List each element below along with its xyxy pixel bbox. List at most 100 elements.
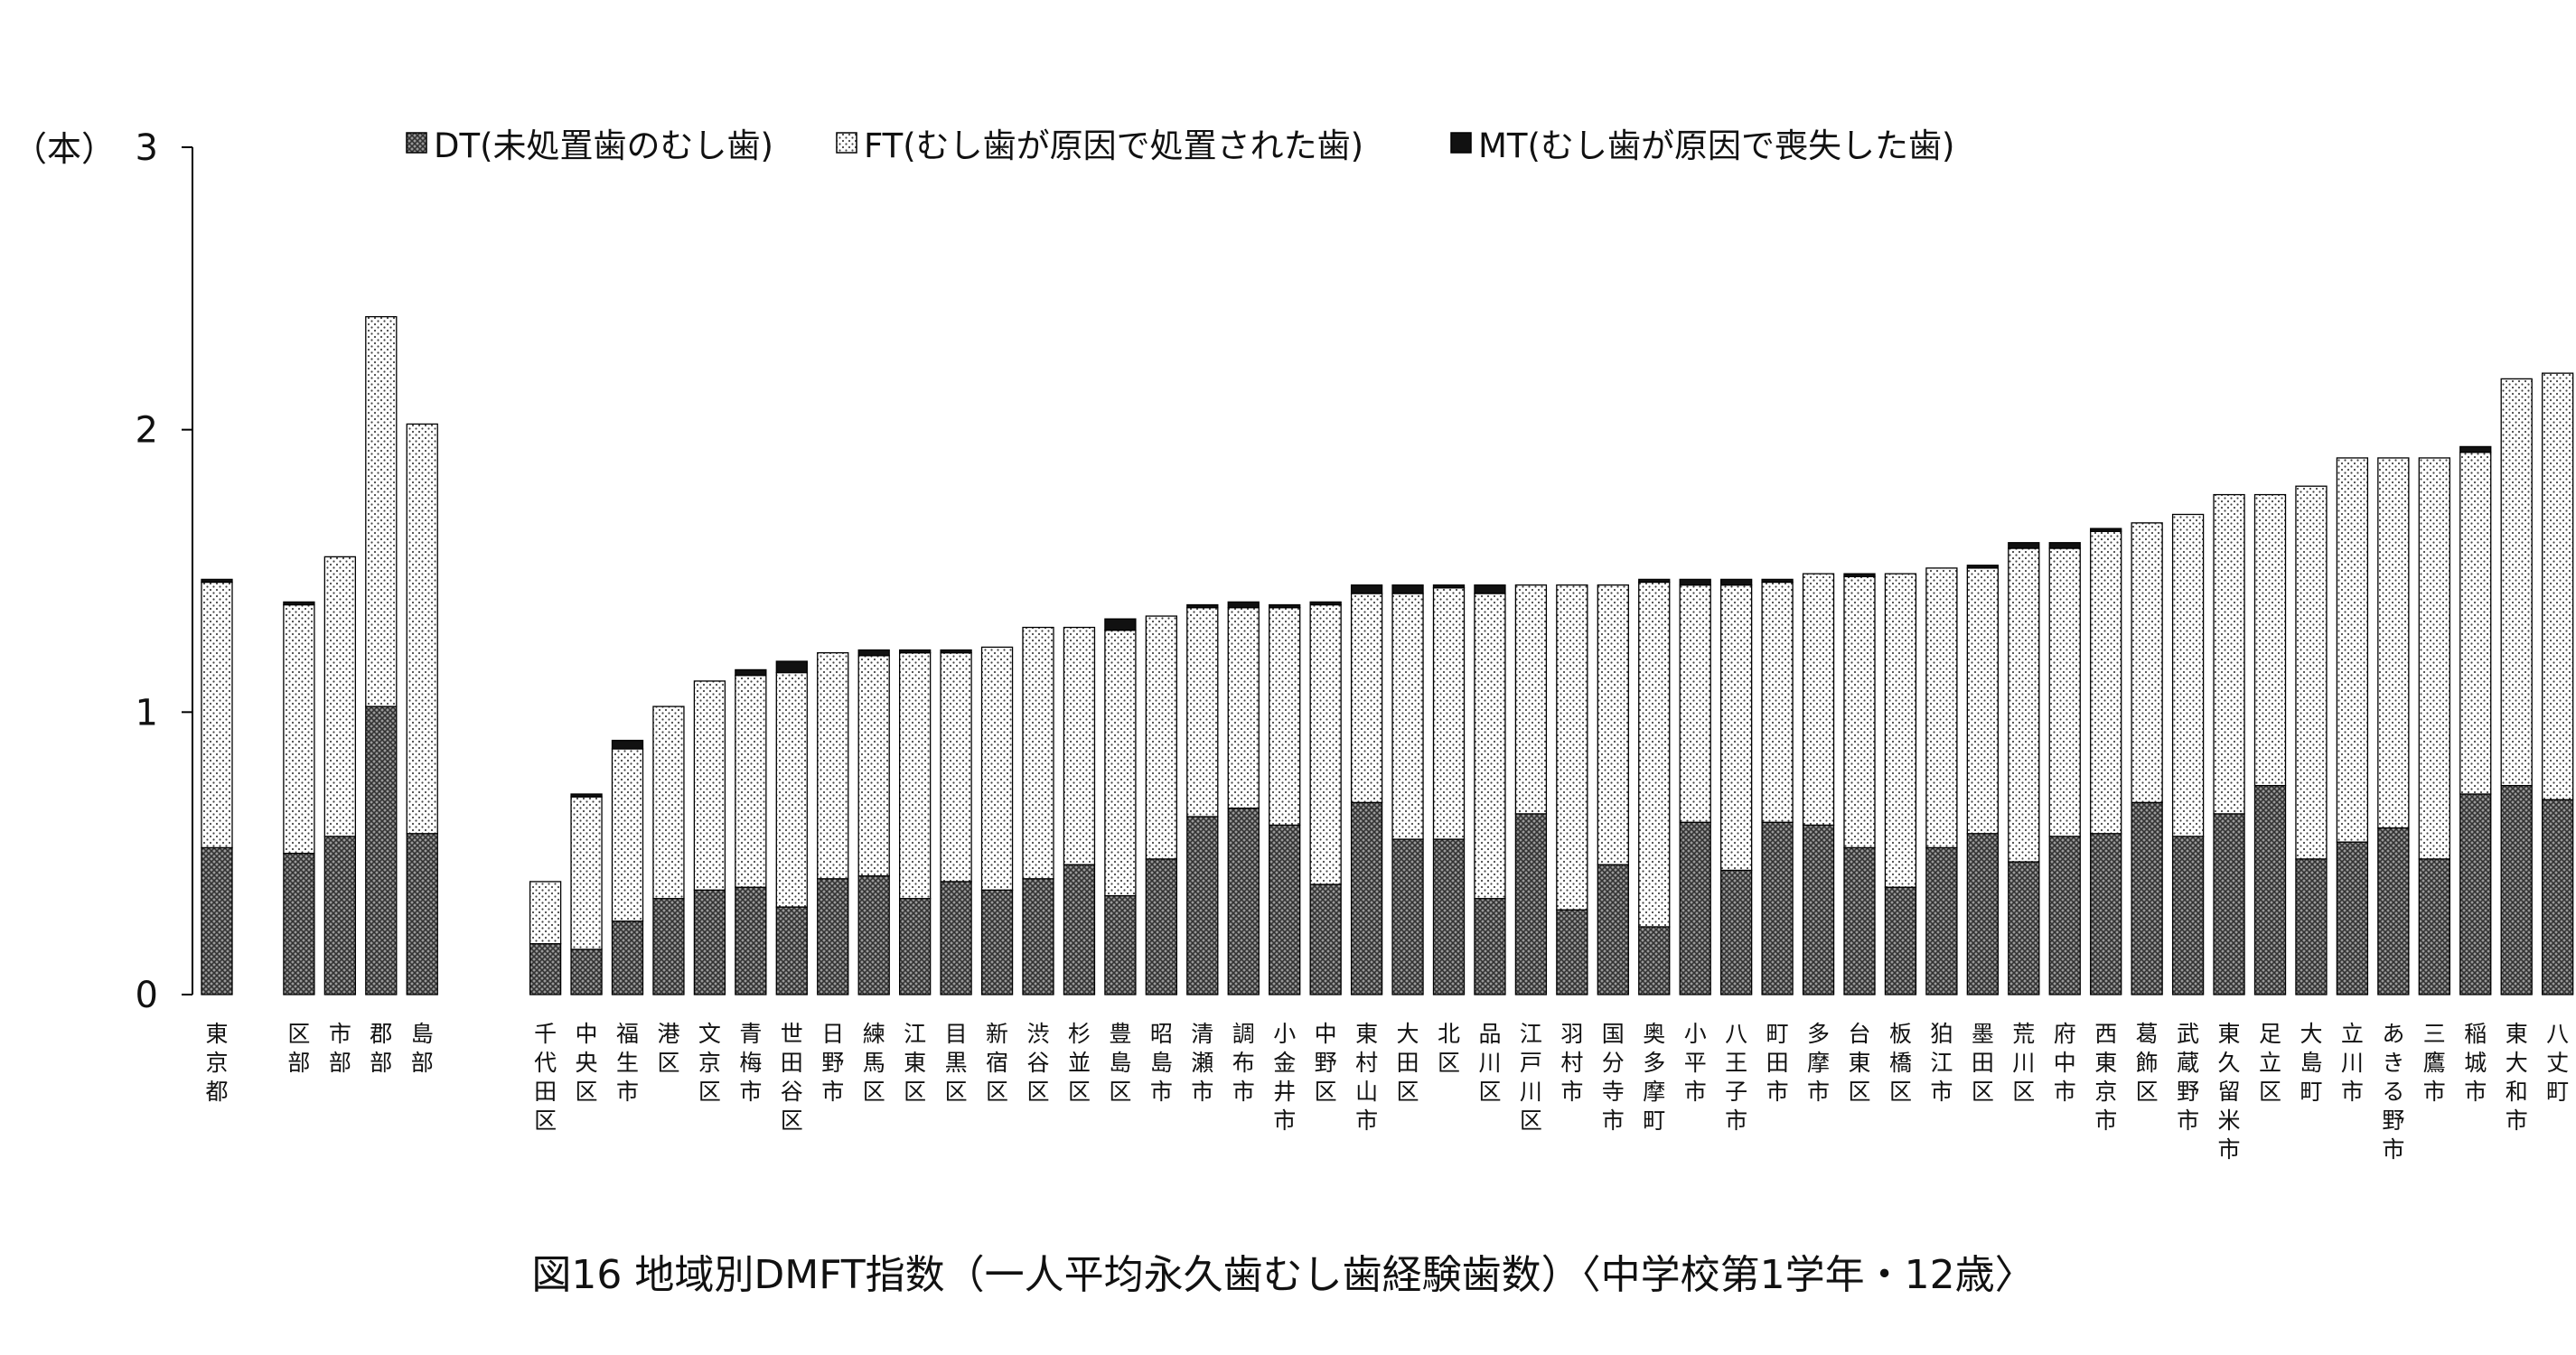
bar-segment-mt bbox=[857, 649, 890, 657]
bar-segment-dt bbox=[899, 898, 932, 995]
bar-segment-ft bbox=[1227, 606, 1260, 809]
bar-segment-dt bbox=[201, 846, 233, 995]
bar-segment-ft bbox=[1391, 593, 1424, 840]
bar-segment-dt bbox=[693, 889, 726, 995]
bar-segment-dt bbox=[1145, 858, 1177, 995]
bar-segment-dt bbox=[2377, 827, 2410, 995]
legend: DT(未処置歯のむし歯) FT(むし歯が原因で処置された歯) MT(むし歯が原因… bbox=[406, 126, 1954, 165]
bar-segment-ft bbox=[283, 603, 315, 855]
bar-segment-dt bbox=[1391, 838, 1424, 995]
x-category-label: 大田区 bbox=[1397, 1021, 1419, 1105]
y-tick-label: 3 bbox=[136, 127, 158, 169]
bar-segment-dt bbox=[817, 878, 849, 995]
legend-label-ft: FT(むし歯が原因で処置された歯) bbox=[864, 126, 1363, 165]
bar-segment-ft bbox=[1925, 567, 1958, 849]
x-axis-labels: 東京都区部市部郡部島部千代田区中央区福生市港区文京区青梅市世田谷区日野市練馬区江… bbox=[205, 1021, 2569, 1163]
bar-segment-dt bbox=[1309, 883, 1342, 995]
x-category-label: 国分寺市 bbox=[1602, 1021, 1625, 1134]
bar-segment-dt bbox=[529, 943, 562, 995]
x-category-label: 八丈町 bbox=[2546, 1021, 2569, 1105]
bar-segment-dt bbox=[2418, 858, 2450, 995]
bar-segment-ft bbox=[775, 671, 808, 908]
bar-segment-ft bbox=[570, 796, 603, 950]
bar-segment-ft bbox=[2253, 493, 2287, 787]
bar-segment-dt bbox=[1186, 816, 1219, 995]
x-category-label: 福生市 bbox=[616, 1021, 639, 1105]
bar-segment-dt bbox=[1802, 824, 1835, 995]
bar-segment-ft bbox=[735, 675, 767, 888]
x-category-label: 青梅市 bbox=[739, 1021, 762, 1105]
bar-segment-ft bbox=[1186, 606, 1219, 818]
bar-segment-ft bbox=[980, 646, 1014, 891]
bar-segment-ft bbox=[1843, 575, 1876, 849]
bar-segment-mt bbox=[1432, 584, 1466, 589]
bar-segment-mt bbox=[611, 739, 644, 750]
legend-item-ft: FT(むし歯が原因で処置された歯) bbox=[836, 126, 1363, 165]
bar-segment-mt bbox=[1761, 578, 1794, 584]
x-category-label: 島部 bbox=[411, 1021, 434, 1076]
bar-segment-mt bbox=[1186, 603, 1219, 609]
x-category-label: 足立区 bbox=[2259, 1021, 2281, 1105]
bar-segment-ft bbox=[817, 652, 849, 880]
bar-segment-dt bbox=[1350, 801, 1383, 995]
bar-segment-ft bbox=[2171, 513, 2205, 837]
bar-segment-mt bbox=[2008, 542, 2040, 549]
y-axis: 0 1 2 3 bbox=[136, 127, 193, 1016]
bar-segment-dt bbox=[1597, 864, 1629, 995]
x-category-label: 豊島区 bbox=[1109, 1021, 1131, 1105]
bar-segment-dt bbox=[775, 906, 808, 995]
bar-segment-ft bbox=[693, 680, 726, 891]
bar-segment-mt bbox=[1638, 578, 1671, 584]
x-category-label: 北区 bbox=[1438, 1021, 1460, 1076]
x-category-label: 調布市 bbox=[1232, 1021, 1255, 1105]
bar-segment-mt bbox=[735, 668, 767, 677]
x-category-label: 区部 bbox=[287, 1021, 310, 1076]
bar-segment-ft bbox=[1966, 567, 2000, 835]
bar-segment-mt bbox=[1391, 584, 1424, 594]
bar-segment-dt bbox=[2131, 801, 2163, 995]
bar-segment-ft bbox=[2213, 493, 2245, 815]
x-category-label: 葛飾区 bbox=[2136, 1021, 2159, 1105]
x-category-label: 東村山市 bbox=[1355, 1021, 1378, 1134]
bar-segment-mt bbox=[775, 660, 808, 674]
bar-segment-ft bbox=[1514, 584, 1548, 815]
bar-segment-dt bbox=[2008, 861, 2040, 995]
bar-segment-ft bbox=[2131, 522, 2163, 804]
bar-segment-dt bbox=[2295, 858, 2328, 995]
bar-segment-ft bbox=[1802, 573, 1835, 827]
bars bbox=[201, 315, 2574, 995]
bar-segment-dt bbox=[2500, 784, 2533, 995]
bar-segment-dt bbox=[1761, 821, 1794, 995]
bar-segment-dt bbox=[940, 881, 972, 995]
bar-segment-dt bbox=[2253, 784, 2287, 995]
y-tick-label: 0 bbox=[136, 975, 158, 1016]
bar-segment-dt bbox=[406, 833, 438, 995]
x-category-label: 武蔵野市 bbox=[2177, 1021, 2199, 1134]
bar-segment-dt bbox=[1638, 926, 1671, 995]
y-tick-label: 1 bbox=[136, 692, 158, 734]
x-category-label: 板橋区 bbox=[1889, 1021, 1912, 1105]
x-category-label: 中央区 bbox=[576, 1021, 598, 1105]
bar-segment-mt bbox=[1720, 578, 1753, 586]
legend-item-mt: MT(むし歯が原因で喪失した歯) bbox=[1450, 126, 1954, 165]
x-category-label: 狛江市 bbox=[1930, 1021, 1953, 1105]
x-category-label: 江東区 bbox=[904, 1021, 926, 1105]
x-category-label: 東久留米市 bbox=[2218, 1021, 2241, 1163]
legend-label-mt: MT(むし歯が原因で喪失した歯) bbox=[1478, 126, 1954, 165]
bar-segment-dt bbox=[283, 853, 315, 995]
bar-segment-ft bbox=[323, 556, 357, 837]
bar-segment-ft bbox=[1104, 630, 1137, 897]
bar-segment-dt bbox=[2090, 833, 2122, 995]
bar-segment-mt bbox=[570, 793, 603, 798]
x-category-label: 八王子市 bbox=[1725, 1021, 1747, 1134]
bar-segment-dt bbox=[1679, 821, 1711, 995]
bar-segment-ft bbox=[2090, 530, 2122, 835]
bar-segment-mt bbox=[1966, 565, 2000, 569]
bar-segment-dt bbox=[2336, 841, 2369, 995]
bar-segment-dt bbox=[1104, 894, 1137, 995]
bar-segment-mt bbox=[1350, 584, 1383, 594]
x-category-label: 西東京市 bbox=[2094, 1021, 2117, 1134]
bar-segment-mt bbox=[940, 649, 972, 654]
bar-segment-mt bbox=[899, 649, 932, 654]
legend-item-dt: DT(未処置歯のむし歯) bbox=[406, 126, 773, 165]
